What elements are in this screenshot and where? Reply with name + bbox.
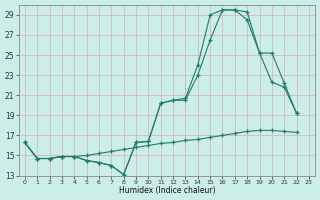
X-axis label: Humidex (Indice chaleur): Humidex (Indice chaleur) bbox=[119, 186, 215, 195]
